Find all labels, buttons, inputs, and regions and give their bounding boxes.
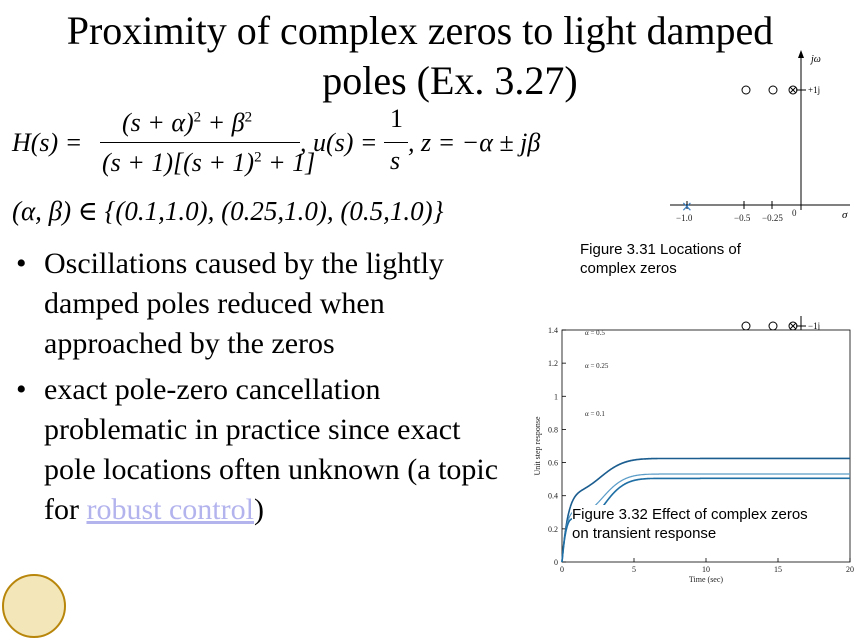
y-tick-label: 1.2 [548,359,558,368]
formula-lhs: H(s) = [12,128,83,157]
series-line-alpha-0-1 [561,477,850,563]
title-line-2: poles (Ex. 3.27) [322,58,578,103]
zero-marker [768,321,778,330]
series-label: α = 0.25 [585,362,609,370]
figure-3-31-caption: Figure 3.31 Locations of complex zeros [580,241,741,277]
pole-zero-map: jω σ −1.0 −0.5 −0.25 0 × +1j −1j [670,50,850,330]
y-axis-label: Unit step response [533,416,542,476]
figure-3-32-caption: Figure 3.32 Effect of complex zeros on t… [572,505,812,543]
bullet-dot: • [16,373,27,406]
bullet-text: exact pole-zero cancellation problematic… [44,373,499,526]
y-tick-label: 1.4 [548,326,558,335]
y-tick-label: 0.8 [548,425,558,434]
x-tick-label: 20 [846,565,854,574]
formula-u-fraction-bar [384,142,408,144]
formula-u-denominator: s [390,146,401,175]
bullet-text-tail: ) [253,493,264,526]
real-pole-marker: × [681,199,693,215]
y-tick-label: 1 [554,392,558,401]
formula-fraction-bar [100,142,300,144]
parameter-set: (α, β) ∈ {(0.1,1.0), (0.25,1.0), (0.5,1.… [12,196,444,226]
x-axis-label: Time (sec) [689,575,723,584]
tick-label: −0.25 [762,213,783,223]
series-line-alpha-0-5 [561,457,850,563]
bullet-item-1: • Oscillations caused by the lightly dam… [16,244,516,364]
y-tick-label: 0 [554,558,558,567]
y-tick-label: 0.4 [548,492,558,501]
series-line-alpha-0-25 [561,473,850,563]
zero-marker [768,85,778,95]
slide-title: Proximity of complex zeros to light damp… [20,6,820,106]
tick-label: −1.0 [676,213,693,223]
formula-u-lhs: , u(s) = [300,128,378,157]
bullet-text: Oscillations caused by the lightly dampe… [44,247,444,360]
minus-j-label: −1j [808,321,820,330]
bullet-item-2: • exact pole-zero cancellation problemat… [16,370,516,530]
tick-label: 0 [792,208,797,218]
step-response-chart: 0 0.2 0.4 0.6 0.8 1 1.2 1.4 0 5 10 15 20 Time (sec) Un… [533,326,854,584]
x-tick-label: 0 [560,565,564,574]
y-tick-label: 0.6 [548,459,558,468]
real-axis-label: σ [842,209,848,221]
y-tick-label: 0.2 [548,525,558,534]
x-tick-label: 5 [632,565,636,574]
x-tick-label: 10 [702,565,710,574]
university-seal-logo [2,574,66,638]
pole-marker [789,86,797,94]
formula-numerator: (s + α)2 + β2 [122,108,253,137]
formula-u-numerator: 1 [390,104,403,133]
pole-marker [789,322,797,330]
tick-label: −0.5 [734,213,751,223]
robust-control-link[interactable]: robust control [86,493,254,526]
formula-zero-locations: , z = −α ± jβ [408,128,541,157]
title-line-1: Proximity of complex zeros to light damp… [66,8,774,53]
zero-marker [741,85,751,95]
x-tick-label: 15 [774,565,782,574]
zero-marker [741,321,751,330]
bullet-dot: • [16,247,27,280]
series-label: α = 0.1 [585,410,605,418]
bullet-list: • Oscillations caused by the lightly dam… [16,244,516,532]
series-label: α = 0.5 [585,329,605,337]
imag-axis-label: jω [809,54,821,65]
plus-j-label: +1j [808,85,820,95]
formula-denominator: (s + 1)[(s + 1)2 + 1] [102,148,316,177]
imag-axis-arrow [798,50,804,58]
